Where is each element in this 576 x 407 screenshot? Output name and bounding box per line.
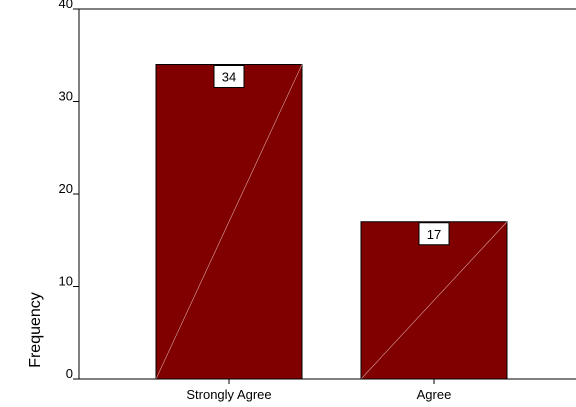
labels-layer: 0 10 20 30 40 34 Strongly Agree 17 Agree [59,0,452,402]
axes-layer [73,8,576,384]
y-tick-label: 40 [59,0,73,11]
y-tick-label: 0 [66,366,73,381]
bar-diagonal [360,221,508,380]
data-label-box [213,65,245,88]
data-label: 17 [427,227,441,242]
y-tick-label: 30 [59,89,73,104]
x-tick-label: Agree [417,387,452,402]
bar-diagonal [155,64,303,380]
x-tick-label: Strongly Agree [186,387,271,402]
data-label-box [418,222,450,246]
y-axis-title: Frequency [27,292,44,368]
y-tick-label: 20 [59,181,73,196]
y-tick-label: 10 [59,274,73,289]
data-label: 34 [222,70,236,85]
